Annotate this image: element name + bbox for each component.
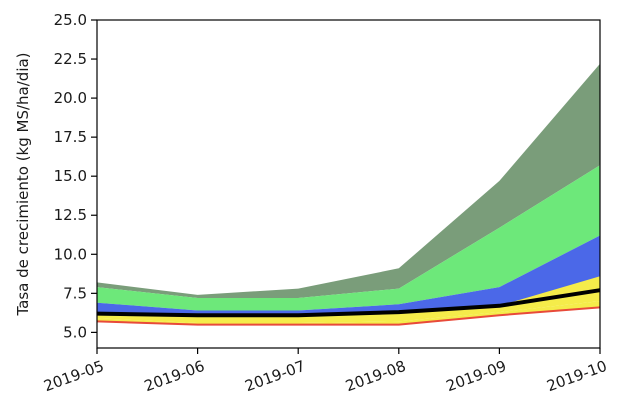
y-tick-label: 25.0	[54, 11, 87, 29]
x-axis-ticks: 2019-05 2019-06 2019-07 2019-08 2019-09 2019-…	[41, 348, 609, 395]
y-tick-label: 12.5	[54, 206, 87, 224]
y-tick-label: 17.5	[54, 128, 87, 146]
y-axis-title: Tasa de crecimiento (kg MS/ha/dia)	[14, 52, 32, 316]
series-line-1	[96, 306, 601, 326]
series-lines	[96, 288, 601, 326]
y-tick-label: 5.0	[63, 323, 87, 341]
band-area-3	[97, 235, 600, 316]
series-line-2	[96, 288, 601, 318]
x-tick-label: 2019-09	[444, 357, 509, 395]
y-axis-ticks: 5.0 7.5 10.0 12.5 15.0 17.5 20.0 22.5 25.0	[54, 11, 97, 341]
x-tick-label: 2019-06	[142, 357, 207, 395]
x-tick-label: 2019-10	[544, 357, 609, 395]
band-area-4	[97, 276, 600, 323]
band-area-2	[97, 165, 600, 311]
y-tick-label: 7.5	[63, 284, 87, 302]
y-tick-label: 10.0	[54, 245, 87, 263]
band-areas	[97, 63, 600, 325]
y-tick-label: 15.0	[54, 167, 87, 185]
band-area-1	[97, 63, 600, 299]
x-tick-label: 2019-08	[343, 357, 408, 395]
plot-frame	[96, 19, 601, 349]
x-tick-label: 2019-05	[41, 357, 106, 395]
y-tick-label: 20.0	[54, 89, 87, 107]
y-tick-label: 22.5	[54, 50, 87, 68]
x-tick-label: 2019-07	[243, 357, 308, 395]
